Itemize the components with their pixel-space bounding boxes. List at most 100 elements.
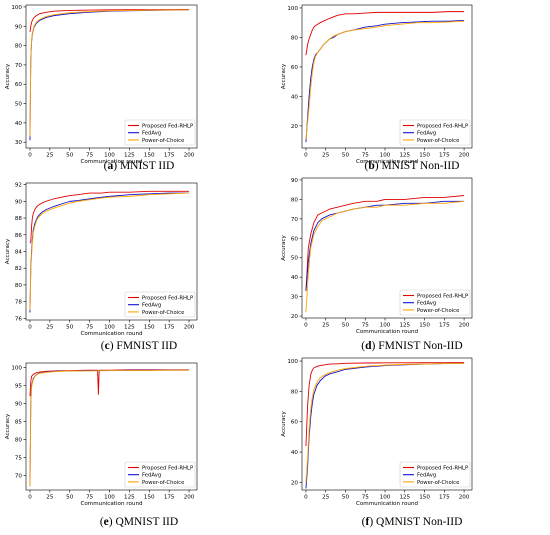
x-tick-label: 200 [184, 325, 195, 331]
plot-frame [301, 177, 473, 319]
x-tick-label: 75 [362, 495, 370, 501]
y-tick-label: 100 [287, 6, 298, 12]
legend-label: Proposed Fed-RHLP [142, 295, 194, 301]
x-tick-label: 25 [322, 495, 330, 501]
series-line-proposed [305, 362, 465, 447]
legend-label: Power-of-Choice [142, 480, 184, 486]
x-tick-label: 25 [46, 153, 54, 159]
x-tick-label: 25 [46, 495, 54, 501]
legend-box [399, 119, 471, 146]
y-tick-label: 80 [15, 283, 23, 289]
x-tick-label: 175 [164, 153, 175, 159]
y-tick-label: 40 [291, 94, 299, 100]
plot-frame [301, 4, 473, 149]
y-axis-title: Accuracy [281, 63, 287, 89]
legend-box [124, 461, 196, 488]
x-tick-label: 125 [124, 495, 135, 501]
y-tick-label: 30 [15, 140, 23, 146]
x-tick-label: 200 [459, 323, 470, 329]
legend-box [124, 291, 196, 318]
x-tick-label: 100 [104, 495, 115, 501]
x-tick-label: 0 [304, 153, 308, 159]
x-tick-label: 150 [144, 325, 155, 331]
x-axis-title: Communication round [80, 331, 143, 337]
x-tick-label: 75 [362, 153, 370, 159]
x-tick-label: 0 [28, 325, 32, 331]
y-tick-label: 100 [11, 5, 22, 11]
chart-panel-c: 0 25 50 75 100 125 150 175 200 76 78 80 82 84 86 88 90 92… [5, 183, 198, 352]
x-tick-label: 100 [380, 495, 391, 501]
x-tick-label: 50 [342, 323, 350, 329]
x-tick-label: 0 [28, 495, 32, 501]
y-tick-label: 70 [291, 217, 299, 223]
legend-label: Proposed Fed-RHLP [417, 123, 469, 129]
y-axis-title: Accuracy [281, 235, 287, 261]
y-tick-label: 40 [291, 275, 299, 281]
legend-label: Proposed Fed-RHLP [417, 465, 469, 471]
legend-label: Proposed Fed-RHLP [417, 293, 469, 299]
y-tick-label: 60 [291, 420, 299, 426]
y-tick-label: 92 [15, 183, 22, 189]
x-tick-label: 0 [304, 323, 308, 329]
series-line-poc [305, 200, 465, 313]
legend-label: FedAvg [417, 301, 436, 307]
x-tick-label: 50 [342, 495, 350, 501]
series-line-proposed [29, 8, 190, 33]
plot-frame [25, 362, 198, 491]
series-line-poc [29, 369, 190, 487]
legend-label: Power-of-Choice [417, 138, 459, 144]
y-tick-label: 90 [15, 24, 23, 30]
y-tick-label: 100 [11, 365, 22, 371]
x-tick-label: 150 [144, 153, 155, 159]
legend-label: FedAvg [417, 131, 436, 137]
y-tick-label: 100 [287, 359, 298, 365]
y-tick-label: 75 [15, 456, 23, 462]
legend-label: Power-of-Choice [417, 308, 459, 314]
y-tick-label: 88 [15, 216, 23, 222]
chart-panel-f: 0 25 50 75 100 125 150 175 20020406080100Communi… [281, 357, 473, 528]
y-axis-title: Accuracy [5, 413, 11, 439]
series-line-poc [305, 362, 465, 483]
x-tick-label: 150 [419, 153, 430, 159]
x-tick-label: 0 [28, 153, 32, 159]
y-tick-label: 70 [15, 474, 23, 480]
x-tick-label: 175 [439, 323, 450, 329]
y-tick-label: 95 [15, 383, 23, 389]
legend-label: Power-of-Choice [417, 480, 459, 486]
x-tick-label: 0 [304, 495, 308, 501]
x-tick-label: 100 [104, 325, 115, 331]
legend-label: Proposed Fed-RHLP [142, 465, 194, 471]
x-tick-label: 25 [322, 323, 330, 329]
x-tick-label: 75 [86, 325, 94, 331]
y-tick-label: 82 [15, 266, 22, 272]
x-tick-label: 100 [380, 153, 391, 159]
x-tick-label: 175 [439, 153, 450, 159]
series-line-proposed [29, 369, 190, 397]
chart-panel-e: 0 25 50 75 100 125 150 175 200707580859095100Com… [5, 362, 198, 528]
series-line-proposed [29, 190, 190, 244]
x-tick-label: 150 [419, 495, 430, 501]
legend-label: FedAvg [142, 303, 161, 309]
y-tick-label: 80 [291, 197, 299, 203]
x-tick-label: 200 [184, 495, 195, 501]
y-tick-label: 60 [291, 236, 299, 242]
y-tick-label: 20 [291, 480, 299, 486]
legend-label: FedAvg [142, 131, 161, 137]
series-line-poc [29, 9, 190, 137]
x-tick-label: 100 [380, 323, 391, 329]
y-tick-label: 90 [291, 178, 299, 184]
x-tick-label: 50 [66, 495, 74, 501]
x-tick-label: 25 [322, 153, 330, 159]
x-tick-label: 125 [124, 325, 135, 331]
y-tick-label: 20 [291, 124, 299, 130]
y-tick-label: 40 [291, 450, 299, 456]
panel-caption: (a) MNIST IID [104, 160, 175, 172]
x-tick-label: 50 [66, 325, 74, 331]
series-line-fedavg [305, 20, 465, 143]
y-tick-label: 76 [15, 316, 23, 322]
y-tick-label: 86 [15, 233, 23, 239]
